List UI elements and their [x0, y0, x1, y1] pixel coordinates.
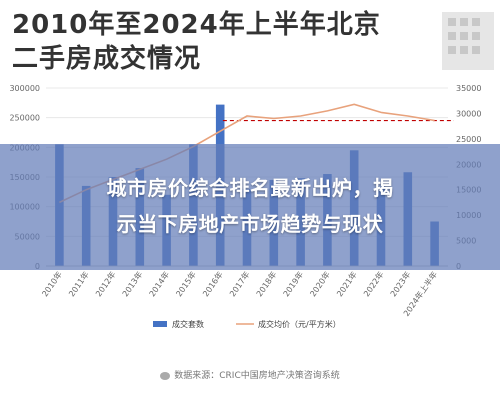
wechat-icon — [160, 371, 171, 380]
legend-swatch-bars — [153, 321, 167, 327]
legend-label-line: 成交均价（元/平方米） — [258, 319, 341, 329]
x-tick-label: 2019年 — [281, 269, 305, 298]
headline-banner — [0, 144, 500, 270]
chart-title-line1: 2010年至2024年上半年北京 — [12, 10, 381, 40]
x-tick-label: 2013年 — [120, 269, 144, 298]
headline-line1: 城市房价综合排名最新出炉，揭 — [106, 176, 394, 200]
y-right-tick-label: 35000 — [456, 84, 481, 93]
x-tick-label: 2023年 — [388, 269, 412, 298]
y-left-tick-label: 300000 — [9, 84, 40, 93]
x-tick-label: 2020年 — [308, 269, 332, 298]
x-tick-label: 2022年 — [361, 269, 385, 298]
x-tick-label: 2015年 — [174, 269, 198, 298]
legend: 成交套数 成交均价（元/平方米） — [153, 319, 341, 329]
x-tick-label: 2016年 — [200, 269, 224, 298]
source-note: 数据来源：CRIC中国房地产决策咨询系统 — [0, 368, 500, 381]
y-left-tick-label: 250000 — [9, 114, 40, 123]
y-right-tick-label: 30000 — [456, 109, 481, 118]
legend-label-bars: 成交套数 — [172, 319, 204, 329]
y-right-tick-label: 25000 — [456, 135, 481, 144]
x-tick-label: 2010年 — [40, 269, 64, 298]
x-tick-label: 2021年 — [334, 269, 358, 298]
chart-title-line2: 二手房成交情况 — [12, 44, 202, 74]
headline-line2: 示当下房地产市场趋势与现状 — [116, 212, 384, 236]
x-tick-label: 2018年 — [254, 269, 278, 298]
x-axis: 2010年 2011年 2012年 2013年 2014年 2015年 2016年 2017年… — [40, 265, 448, 318]
building-logo-icon — [442, 12, 494, 70]
x-tick-label: 2011年 — [66, 269, 90, 298]
x-tick-label: 2017年 — [227, 269, 251, 298]
source-text: 数据来源：CRIC中国房地产决策咨询系统 — [174, 371, 340, 381]
x-tick-label: 2014年 — [147, 269, 171, 298]
x-tick-label: 2012年 — [93, 269, 117, 298]
